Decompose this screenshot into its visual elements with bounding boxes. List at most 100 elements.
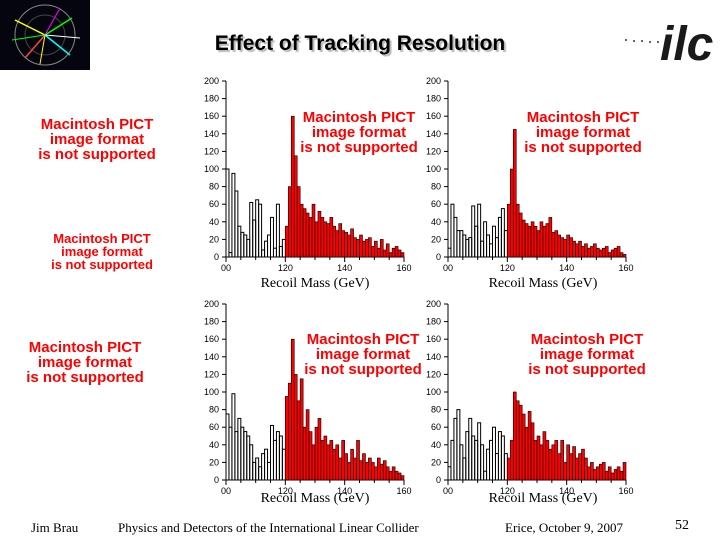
histogram-bottom-right: 0 20 40 60 80 100 120 140 160 180 200 00 120 140 160 [426, 299, 634, 496]
histogram-bar [356, 440, 360, 481]
histogram-bar [385, 243, 390, 258]
histogram-bar [518, 212, 523, 258]
histogram-bar [510, 168, 514, 258]
histogram-bar [270, 216, 274, 258]
y-tick-label: 120 [426, 369, 441, 379]
histogram-bar [521, 219, 526, 258]
pict-line3: is not supported [304, 361, 422, 378]
y-tick-label: 180 [426, 317, 441, 327]
histogram-bar [613, 469, 618, 481]
event-display-image [0, 0, 90, 70]
histogram-bar [527, 411, 532, 481]
histogram-bar [335, 230, 340, 258]
histogram-bar [554, 440, 559, 481]
histogram-bar [507, 203, 511, 258]
y-tick-label: 160 [426, 111, 441, 121]
histogram-bar [578, 240, 582, 258]
histogram-top-right: 0 20 40 60 80 100 120 140 160 180 200 00 120 140 160 [426, 76, 634, 273]
histogram-bar [323, 221, 328, 258]
y-tick-label: 140 [426, 129, 441, 139]
y-tick-label: 200 [204, 299, 219, 309]
histogram-bar [566, 234, 570, 258]
y-tick-label: 40 [209, 440, 219, 450]
y-tick-label: 0 [214, 252, 219, 262]
y-tick-label: 80 [431, 182, 441, 192]
y-tick-label: 140 [426, 352, 441, 362]
histogram-bar [368, 237, 372, 258]
histogram-top-left: 0 20 40 60 80 100 120 140 160 180 200 00 120 140 160 [204, 76, 412, 273]
histogram-bar [379, 463, 384, 481]
histogram-bar [548, 217, 553, 258]
y-tick-label: 200 [204, 76, 219, 86]
histogram-bar [560, 237, 565, 258]
histogram-bar [616, 246, 621, 258]
histogram-bar [365, 462, 369, 481]
histogram-bar [569, 453, 573, 481]
pict-line2: image format [61, 244, 143, 259]
histogram-bar [533, 225, 538, 258]
y-tick-label: 140 [204, 352, 219, 362]
histogram-bar [587, 247, 591, 258]
histogram-bar [329, 440, 334, 481]
y-tick-label: 40 [431, 217, 441, 227]
histogram-bar [503, 453, 508, 481]
histogram-bar [536, 435, 541, 481]
histogram-bar [590, 246, 594, 258]
y-tick-label: 180 [426, 94, 441, 104]
histogram-bar [584, 457, 588, 481]
pict-line1: Macintosh PICT [40, 116, 154, 133]
histogram-bar [388, 252, 393, 258]
histogram-bar [391, 247, 396, 258]
x-axis-label-bottom-left: Recoil Mass (GeV) [260, 491, 370, 506]
histogram-bar [296, 400, 301, 481]
histogram-bar [329, 217, 334, 258]
histogram-bar [362, 453, 366, 481]
y-tick-label: 100 [426, 164, 441, 174]
y-tick-label: 80 [431, 405, 441, 415]
histogram-bar [281, 238, 286, 258]
histogram-bar [548, 448, 553, 481]
histogram-bar [377, 247, 381, 258]
histogram-bar [288, 382, 292, 481]
pict-placeholder-left-2: Macintosh PICT image format is not suppo… [32, 232, 172, 271]
y-tick-label: 100 [204, 387, 219, 397]
histogram-bar [305, 212, 310, 258]
pict-placeholder-left-1: Macintosh PICT image format is not suppo… [12, 117, 182, 162]
histogram-bar [527, 225, 532, 258]
histogram-bar [593, 469, 597, 481]
x-tick-label: 140 [337, 263, 352, 273]
pict-line1: Macintosh PICT [302, 109, 416, 126]
histogram-bar [569, 237, 573, 258]
pict-line3: is not supported [300, 139, 418, 156]
histogram-bar [536, 230, 541, 258]
histogram-bar [347, 462, 351, 481]
histogram-bar [530, 422, 535, 481]
event-display-graphic [11, 4, 81, 66]
pict-placeholder-chart-1: Macintosh PICT image format is not suppo… [286, 110, 432, 155]
histogram-bar [302, 426, 307, 481]
histogram-bar [599, 249, 603, 258]
histogram-bar [542, 431, 547, 481]
histogram-bar [572, 240, 576, 258]
x-tick-label: 00 [221, 263, 231, 273]
footer-author: Jim Brau [31, 520, 79, 535]
histogram-bar [350, 448, 354, 481]
histogram-bar [545, 440, 550, 481]
x-tick-label: 120 [500, 486, 515, 496]
histogram-bar [281, 448, 286, 481]
histogram-bar [512, 129, 517, 258]
histogram-bar [607, 252, 612, 258]
histogram-bar [566, 444, 570, 481]
histogram-bar [326, 444, 331, 481]
histogram-bar [572, 446, 576, 481]
x-tick-label: 00 [443, 486, 453, 496]
histogram-bar [521, 413, 526, 481]
histogram-bar [524, 223, 529, 258]
histogram-bar [311, 203, 316, 258]
histogram-bar [388, 470, 393, 481]
histogram-bar [332, 225, 337, 258]
pict-line2: image format [311, 124, 407, 141]
y-tick-label: 120 [204, 146, 219, 156]
histogram-bar [341, 230, 345, 258]
histogram-bar [557, 453, 562, 481]
